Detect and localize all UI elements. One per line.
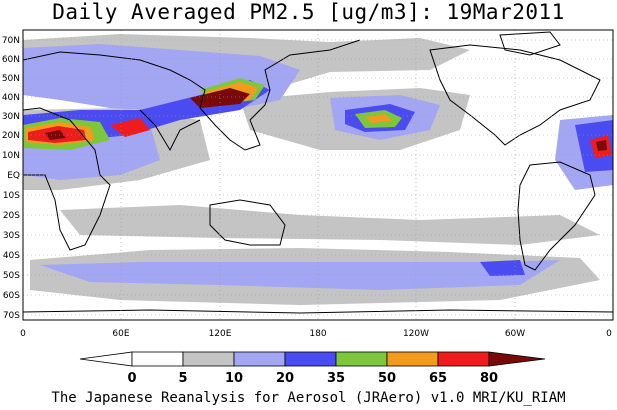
coast-australia	[209, 199, 286, 246]
colorbar-label: 35	[327, 371, 345, 386]
coast-north-america	[429, 44, 601, 146]
lon-label: 60E	[112, 329, 129, 339]
lon-labels: 0 60E 120E 180 120W 60W 0	[20, 329, 612, 339]
lat-label: 60S	[3, 291, 20, 301]
lon-label: 60W	[505, 329, 525, 339]
colorbar-swatch	[335, 351, 388, 367]
coast-south-america	[517, 161, 596, 271]
colorbar-swatch	[182, 351, 235, 367]
colorbar-label: 5	[178, 371, 187, 386]
lat-label: 50N	[2, 74, 20, 84]
lat-label: 50S	[3, 271, 20, 281]
lat-label: 40N	[2, 93, 20, 103]
colorbar-swatch	[131, 351, 184, 367]
lat-label: 30N	[2, 112, 20, 122]
coast-greenland	[499, 31, 561, 56]
colorbar-label: 0	[127, 371, 136, 386]
lat-label: 40S	[3, 251, 20, 261]
graticule	[23, 30, 613, 320]
map-frame	[22, 29, 614, 321]
colorbar-swatch	[233, 351, 286, 367]
lat-label: 70N	[2, 36, 20, 46]
lat-label: 20N	[2, 131, 20, 141]
colorbar-label: 10	[225, 371, 243, 386]
colorbar: 0 5 10 20 35 50 65 80	[79, 351, 546, 386]
colorbar-arrow-high	[488, 351, 546, 367]
coast-europe-asia	[23, 39, 361, 151]
map-title: Daily Averaged PM2.5 [ug/m3]: 19Mar2011	[52, 0, 565, 24]
lon-label: 120W	[403, 329, 429, 339]
lat-label: EQ	[7, 171, 20, 181]
colorbar-swatch	[386, 351, 439, 367]
lon-label: 120E	[209, 329, 232, 339]
lat-label: 20S	[3, 211, 20, 221]
coast-india	[139, 109, 201, 152]
lat-label: 30S	[3, 231, 20, 241]
contour-65-india	[110, 118, 150, 137]
contour-80-samerica	[596, 140, 607, 151]
colorbar-swatch	[437, 351, 490, 367]
colorbar-label: 80	[480, 371, 498, 386]
footer-credit: The Japanese Reanalysis for Aerosol (JRA…	[51, 390, 566, 406]
colorbar-label: 50	[378, 371, 396, 386]
contour-20-patagonia	[480, 260, 525, 276]
colorbar-arrow-low	[79, 351, 133, 367]
colorbar-label: 20	[276, 371, 294, 386]
lon-label: 180	[309, 329, 326, 339]
lon-label: 0	[20, 329, 26, 339]
lat-label: 60N	[2, 55, 20, 65]
lat-label: 10S	[3, 191, 20, 201]
lon-label: 0	[606, 329, 612, 339]
lat-label: 10N	[2, 151, 20, 161]
lat-labels: 70N 60N 50N 40N 30N 20N 10N EQ 10S 20S 3…	[2, 36, 20, 321]
colorbar-label: 65	[429, 371, 447, 386]
colorbar-swatch	[284, 351, 337, 367]
coast-antarctica	[23, 309, 613, 314]
lat-label: 70S	[3, 311, 20, 321]
